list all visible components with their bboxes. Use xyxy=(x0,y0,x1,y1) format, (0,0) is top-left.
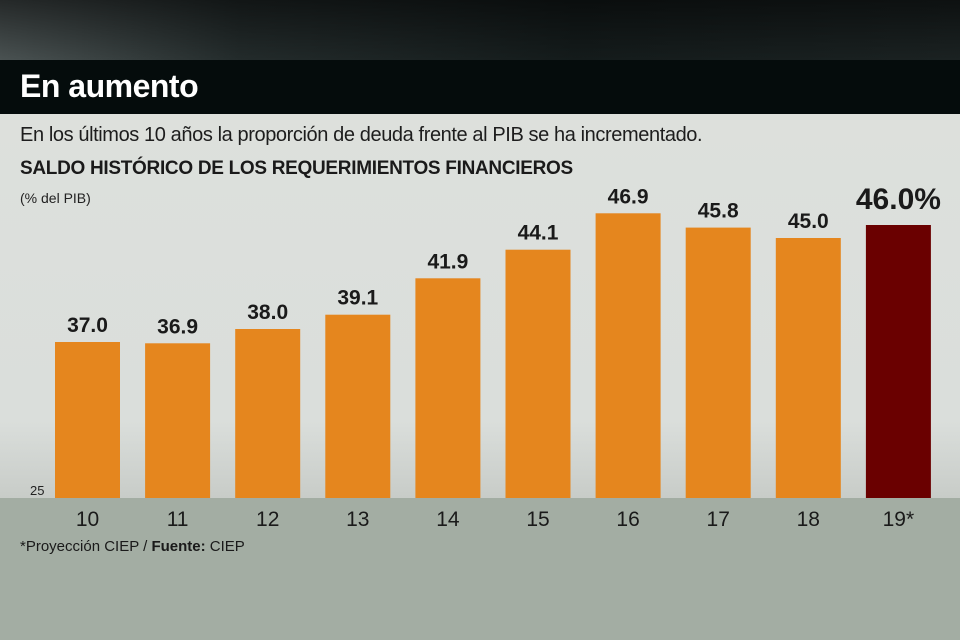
chart-title: SALDO HISTÓRICO DE LOS REQUERIMIENTOS FI… xyxy=(20,158,573,179)
top-banner xyxy=(0,0,960,60)
data-label: 36.9 xyxy=(157,315,198,338)
bar xyxy=(685,227,751,498)
bar xyxy=(415,278,481,498)
data-label: 41.9 xyxy=(427,250,468,273)
page-title: En aumento xyxy=(20,68,199,104)
data-label: 44.1 xyxy=(518,222,559,245)
y-tick-label: 25 xyxy=(30,483,44,498)
footnote: *Proyección CIEP / Fuente: CIEP xyxy=(20,538,245,555)
x-tick-label: 11 xyxy=(167,508,189,531)
bar xyxy=(775,238,841,498)
bar xyxy=(235,329,301,498)
data-label: 38.0 xyxy=(247,301,288,324)
x-tick-label: 18 xyxy=(797,508,820,531)
bar xyxy=(55,342,120,498)
x-tick-label: 13 xyxy=(346,508,369,531)
footnote-source: CIEP xyxy=(205,538,245,555)
x-tick-label: 14 xyxy=(436,508,460,531)
footnote-note: *Proyección CIEP / xyxy=(20,538,152,555)
x-tick-label: 12 xyxy=(256,508,279,531)
x-tick-label: 19* xyxy=(883,508,915,531)
data-label: 45.0 xyxy=(788,210,829,233)
bar xyxy=(865,225,931,498)
x-tick-label: 10 xyxy=(76,508,99,531)
title-bar: En aumento xyxy=(0,60,960,114)
data-label: 37.0 xyxy=(67,314,108,337)
x-tick-label: 16 xyxy=(616,508,639,531)
data-label: 45.8 xyxy=(698,200,739,223)
bar xyxy=(595,213,661,499)
bar xyxy=(145,343,211,498)
subtitle: En los últimos 10 años la proporción de … xyxy=(20,124,703,146)
footnote-source-label: Fuente: xyxy=(151,538,206,555)
bar xyxy=(505,249,571,498)
data-label: 46.0% xyxy=(856,183,941,216)
data-label: 39.1 xyxy=(337,287,378,310)
x-tick-label: 17 xyxy=(707,508,730,531)
data-label: 46.9 xyxy=(608,185,649,208)
x-tick-label: 15 xyxy=(526,508,549,531)
bar xyxy=(325,314,391,498)
y-axis-label: (% del PIB) xyxy=(20,190,91,206)
